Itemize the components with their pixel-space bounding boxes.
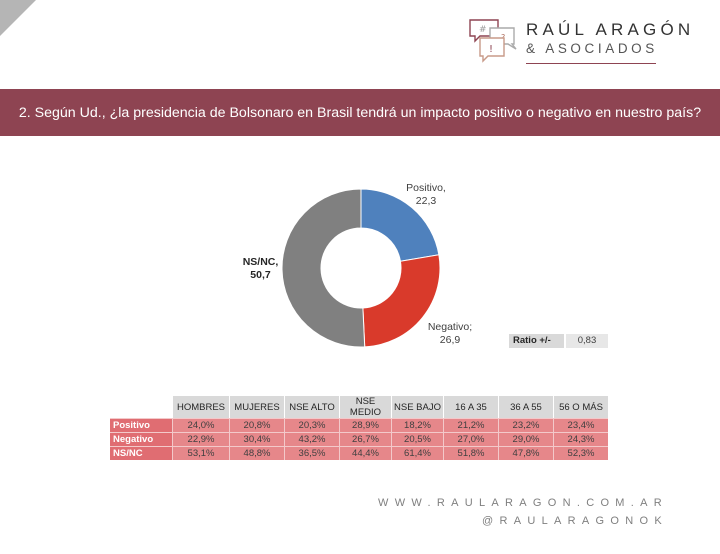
logo-title: RAÚL ARAGÓN [526, 20, 695, 39]
table-cell: 24,3% [553, 432, 608, 446]
table-cell: 29,0% [498, 432, 553, 446]
table-cell: 28,9% [339, 418, 391, 432]
table-cell: 20,5% [391, 432, 443, 446]
footer-website: WWW.RAULARAGON.COM.AR [378, 497, 668, 509]
ratio-value: 0,83 [566, 334, 608, 348]
question-text: 2. Según Ud., ¿la presidencia de Bolsona… [18, 104, 702, 121]
row-header: Negativo [110, 432, 172, 446]
table-cell: 23,2% [498, 418, 553, 432]
company-logo: # ? ! RAÚL ARAGÓN & ASOCIADOS [468, 18, 708, 68]
table-cell: 44,4% [339, 446, 391, 460]
logo-subtitle: & ASOCIADOS [526, 41, 658, 56]
table-cell: 27,0% [443, 432, 498, 446]
table-cell: 24,0% [172, 418, 229, 432]
col-header: NSE MEDIO [339, 396, 391, 418]
logo-underline [526, 63, 656, 64]
col-header: MUJERES [229, 396, 284, 418]
ratio-box: Ratio +/- 0,83 [509, 334, 608, 348]
col-header: 56 O MÁS [553, 396, 608, 418]
corner-decoration [0, 0, 36, 36]
label-nsnc-name: NS/NC, [242, 256, 279, 268]
col-header: 16 A 35 [443, 396, 498, 418]
label-nsnc: NS/NC, 50,7 [238, 256, 283, 282]
ratio-label: Ratio +/- [509, 334, 564, 348]
label-negativo-value: 26,9 [439, 334, 461, 346]
row-header: Positivo [110, 418, 172, 432]
table-cell: 30,4% [229, 432, 284, 446]
slice-nsnc [281, 188, 366, 348]
speech-bubbles-icon: # ? ! [469, 19, 517, 63]
table-corner-cell [110, 396, 172, 418]
label-positivo: Positivo, 22,3 [396, 182, 456, 208]
table-cell: 61,4% [391, 446, 443, 460]
footer-contact: WWW.RAULARAGON.COM.AR @RAULARAGONOK [378, 494, 668, 530]
label-positivo-name: Positivo, [406, 182, 446, 194]
svg-text:#: # [479, 25, 487, 35]
col-header: NSE ALTO [284, 396, 339, 418]
crosstab-table: HOMBRES MUJERES NSE ALTO NSE MEDIO NSE B… [110, 396, 608, 460]
label-nsnc-value: 50,7 [250, 269, 271, 281]
table-cell: 53,1% [172, 446, 229, 460]
table-cell: 52,3% [553, 446, 608, 460]
footer-handle: @RAULARAGONOK [482, 515, 668, 527]
table-row-negativo: Negativo 22,9% 30,4% 43,2% 26,7% 20,5% 2… [110, 432, 608, 446]
svg-text:!: ! [489, 44, 493, 55]
label-negativo: Negativo; 26,9 [420, 321, 480, 347]
table-cell: 43,2% [284, 432, 339, 446]
col-header: HOMBRES [172, 396, 229, 418]
question-banner: 2. Según Ud., ¿la presidencia de Bolsona… [0, 89, 720, 136]
slice-negativo [362, 254, 441, 348]
label-positivo-value: 22,3 [415, 195, 437, 207]
table-cell: 23,4% [553, 418, 608, 432]
table-cell: 36,5% [284, 446, 339, 460]
table-cell: 22,9% [172, 432, 229, 446]
table-cell: 20,3% [284, 418, 339, 432]
col-header: NSE BAJO [391, 396, 443, 418]
table-row-positivo: Positivo 24,0% 20,8% 20,3% 28,9% 18,2% 2… [110, 418, 608, 432]
table-cell: 48,8% [229, 446, 284, 460]
table-cell: 26,7% [339, 432, 391, 446]
table-header-row: HOMBRES MUJERES NSE ALTO NSE MEDIO NSE B… [110, 396, 608, 418]
donut-chart [281, 188, 441, 348]
table-cell: 20,8% [229, 418, 284, 432]
table-cell: 18,2% [391, 418, 443, 432]
table-cell: 51,8% [443, 446, 498, 460]
label-negativo-name: Negativo; [427, 321, 473, 333]
table-row-nsnc: NS/NC 53,1% 48,8% 36,5% 44,4% 61,4% 51,8… [110, 446, 608, 460]
table-cell: 47,8% [498, 446, 553, 460]
table-cell: 21,2% [443, 418, 498, 432]
col-header: 36 A 55 [498, 396, 553, 418]
row-header: NS/NC [110, 446, 172, 460]
